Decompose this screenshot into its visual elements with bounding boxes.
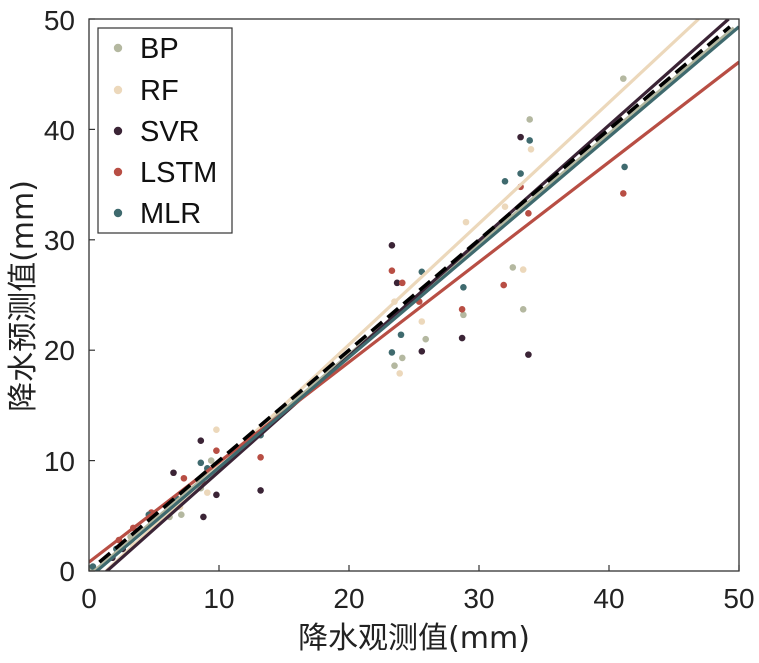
x-tick-label: 40: [593, 583, 624, 614]
point-rf: [501, 203, 509, 210]
point-bp: [526, 116, 533, 123]
point-lstm: [213, 447, 220, 454]
point-svr: [170, 469, 177, 477]
plot-area: [88, 18, 740, 572]
x-tick-label: 20: [333, 583, 364, 614]
point-rf: [213, 426, 220, 433]
point-bp: [519, 306, 527, 313]
legend-marker-lstm: [113, 167, 123, 177]
x-axis-title: 降水观测值(mm): [298, 621, 530, 656]
y-tick-label: 20: [44, 335, 75, 366]
point-mlr: [526, 137, 533, 144]
point-svr: [393, 279, 401, 287]
y-tick-label: 30: [44, 225, 75, 256]
y-axis-title: 降水预测值(mm): [6, 180, 41, 412]
point-svr: [458, 334, 466, 342]
legend-label-rf: RF: [140, 75, 179, 107]
point-lstm: [388, 267, 396, 275]
point-svr: [197, 437, 205, 445]
fit-line-mlr: [94, 25, 739, 571]
point-mlr: [501, 177, 509, 185]
point-mlr: [517, 170, 524, 177]
plot-content: [89, 19, 739, 571]
point-bp: [207, 457, 215, 464]
legend-marker-mlr: [113, 208, 123, 218]
point-mlr: [621, 163, 628, 171]
point-lstm: [180, 474, 188, 482]
point-svr: [525, 351, 532, 358]
legend-label-svr: SVR: [140, 116, 200, 148]
point-rf: [418, 318, 426, 325]
point-lstm: [620, 190, 627, 197]
point-rf: [396, 370, 404, 377]
legend: BP RF SVR LSTM MLR: [97, 27, 233, 234]
point-lstm: [399, 279, 406, 287]
y-tick-label: 50: [44, 5, 75, 36]
point-svr: [200, 513, 207, 521]
reference-line: [98, 25, 732, 564]
x-tick-labels: 0 10 20 30 40 50: [81, 583, 754, 614]
point-lstm: [257, 453, 264, 461]
point-bp: [391, 362, 398, 369]
point-rf: [527, 145, 535, 153]
y-tick-label: 0: [59, 556, 75, 587]
legend-marker-bp: [113, 43, 123, 53]
point-rf: [204, 489, 211, 496]
point-svr: [257, 487, 264, 494]
point-bp: [422, 335, 430, 343]
point-mlr: [197, 459, 205, 467]
point-bp: [460, 311, 467, 319]
point-rf: [462, 218, 470, 226]
point-rf: [519, 266, 527, 273]
legend-label-bp: BP: [140, 33, 179, 65]
y-tick-labels: 0 10 20 30 40 50: [44, 5, 75, 587]
legend-marker-rf: [113, 85, 123, 95]
x-tick-label: 50: [723, 583, 754, 614]
point-svr: [517, 133, 524, 141]
point-svr: [388, 242, 396, 249]
point-lstm: [458, 306, 466, 313]
legend-label-mlr: MLR: [140, 198, 201, 230]
point-lstm: [500, 281, 508, 289]
x-tick-label: 10: [203, 583, 234, 614]
axes-box: [88, 18, 740, 572]
point-bp: [399, 354, 406, 362]
point-lstm: [525, 210, 532, 217]
x-tick-label: 30: [463, 583, 494, 614]
legend-label-lstm: LSTM: [140, 157, 217, 189]
point-bp: [178, 511, 185, 518]
point-mlr: [460, 283, 467, 291]
point-bp: [620, 75, 627, 82]
point-svr: [213, 491, 220, 499]
point-svr: [418, 348, 426, 355]
y-tick-label: 10: [44, 446, 75, 477]
point-bp: [509, 264, 517, 271]
point-mlr: [397, 331, 405, 339]
legend-marker-svr: [113, 126, 123, 136]
point-mlr: [388, 349, 396, 356]
y-tick-label: 40: [44, 115, 75, 146]
point-mlr: [89, 563, 97, 570]
x-tick-label: 0: [81, 583, 97, 614]
fit-line-svr: [104, 19, 730, 571]
